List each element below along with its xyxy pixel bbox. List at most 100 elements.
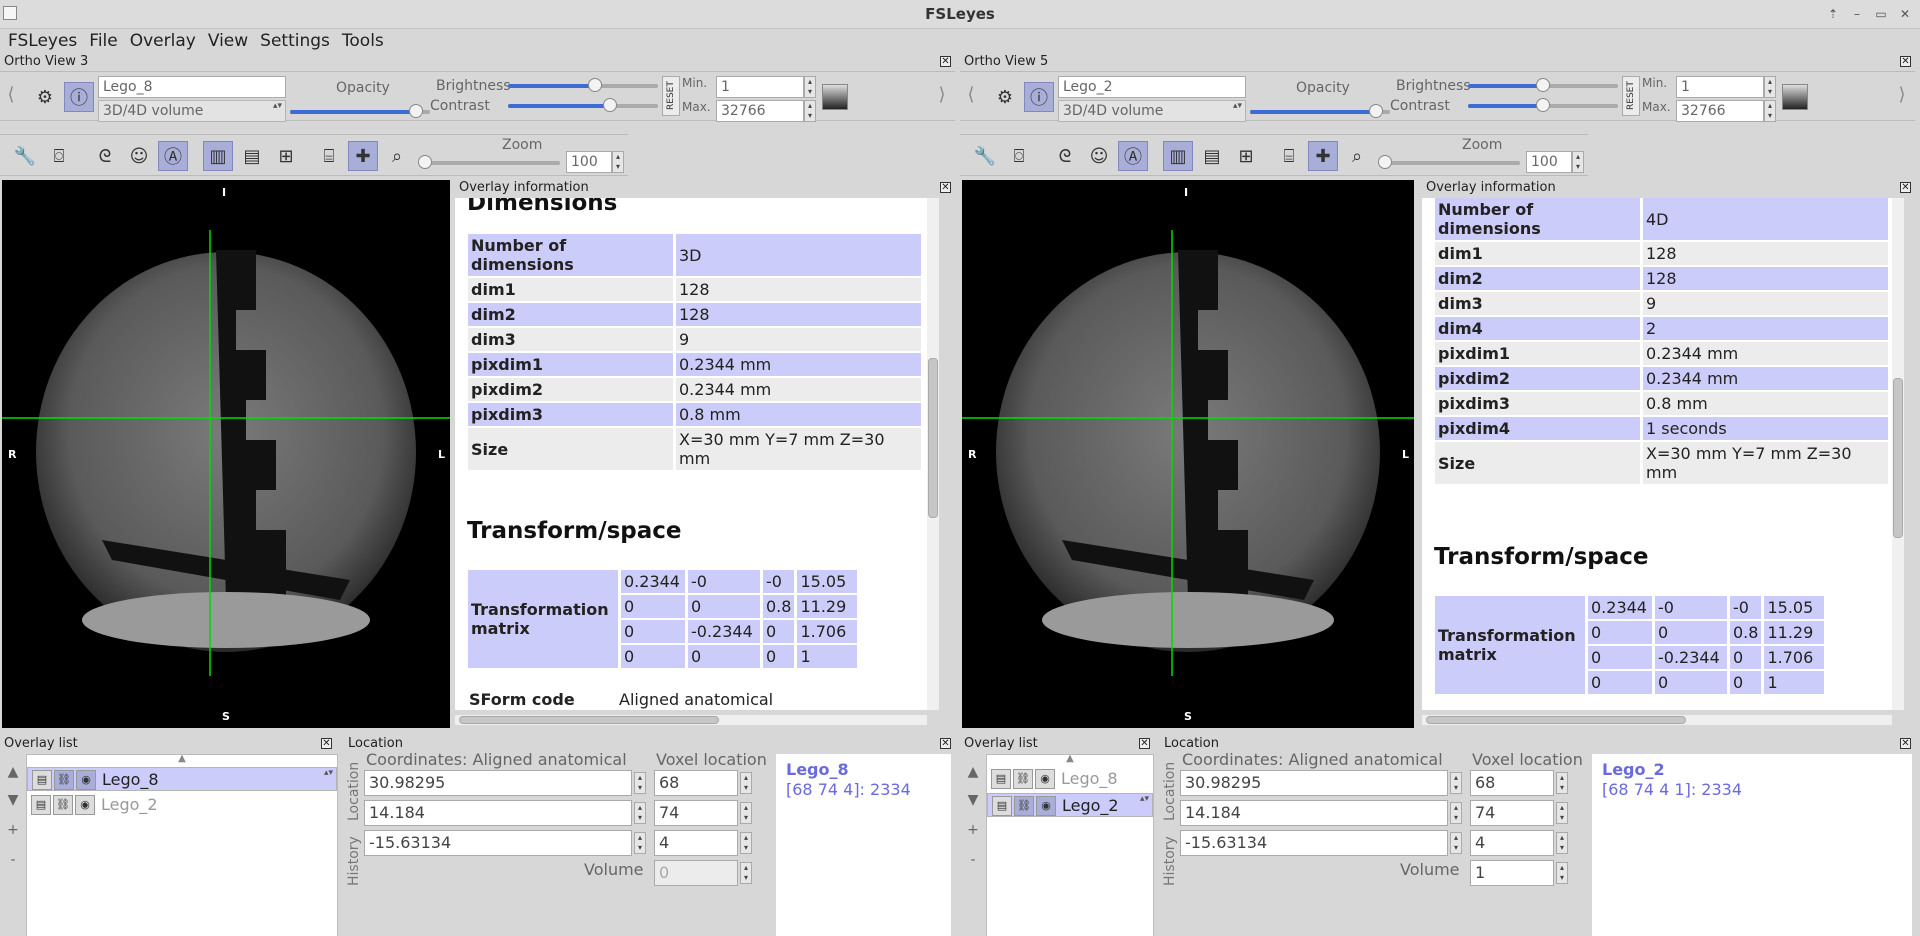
- tab-history[interactable]: History: [1162, 836, 1178, 886]
- max-input[interactable]: 32766: [1676, 100, 1764, 122]
- gear-icon[interactable]: ⚙: [996, 86, 1014, 108]
- layout-horizontal-icon[interactable]: ▥: [203, 141, 233, 171]
- min-spinner[interactable]: ▴ ▾: [804, 76, 816, 98]
- move-down-icon[interactable]: ▼: [967, 792, 979, 808]
- close-icon[interactable]: ✕: [1900, 56, 1911, 67]
- coordinate-spinner[interactable]: ▴ ▾: [634, 832, 646, 854]
- zoom-icon[interactable]: ⌕: [391, 145, 403, 167]
- volume-input[interactable]: 0: [654, 860, 738, 886]
- coordinate-input[interactable]: -15.63134: [1180, 830, 1448, 856]
- reset-button[interactable]: RESET: [1622, 76, 1640, 116]
- voxel-input[interactable]: 68: [1470, 770, 1554, 796]
- coordinate-spinner[interactable]: ▴ ▾: [1450, 772, 1462, 794]
- min-input[interactable]: 1: [716, 76, 804, 98]
- menu-file[interactable]: File: [89, 31, 118, 51]
- move-down-icon[interactable]: ▼: [7, 792, 19, 808]
- volume-input[interactable]: 1: [1470, 860, 1554, 886]
- coordinate-spinner[interactable]: ▴ ▾: [1450, 832, 1462, 854]
- layout-grid-icon[interactable]: ⊞: [1238, 145, 1254, 167]
- layout-horizontal-icon[interactable]: ▥: [1163, 141, 1193, 171]
- info-horizontal-scrollbar[interactable]: [1422, 715, 1892, 725]
- overlay-name-input[interactable]: Lego_2: [1058, 76, 1246, 98]
- close-icon[interactable]: ✕: [1899, 7, 1911, 21]
- eye-icon[interactable]: ◉: [76, 770, 96, 790]
- zoom-input[interactable]: 100: [1526, 151, 1572, 173]
- info-vertical-scrollbar[interactable]: [1892, 198, 1904, 710]
- brain-icon[interactable]: ᘓ: [1058, 145, 1072, 167]
- voxel-spinner[interactable]: ▴ ▾: [740, 832, 752, 854]
- min-input[interactable]: 1: [1676, 76, 1764, 98]
- coordinate-spinner[interactable]: ▴ ▾: [634, 802, 646, 824]
- contrast-slider[interactable]: [508, 98, 658, 112]
- voxel-spinner[interactable]: ▴ ▾: [740, 772, 752, 794]
- voxel-input[interactable]: 4: [1470, 830, 1554, 856]
- layout-vertical-icon[interactable]: ▤: [1203, 145, 1221, 167]
- overlay-name-input[interactable]: Lego_8: [98, 76, 286, 98]
- layout-vertical-icon[interactable]: ▤: [243, 145, 261, 167]
- close-icon[interactable]: ✕: [940, 182, 951, 193]
- overlay-list-item[interactable]: ▤ ⛓ ◉ Lego_2: [27, 793, 337, 817]
- remove-overlay-button[interactable]: -: [10, 852, 16, 868]
- opacity-slider[interactable]: [1250, 104, 1390, 118]
- min-spinner[interactable]: ▴ ▾: [1764, 76, 1776, 98]
- colormap-icon[interactable]: [1782, 84, 1808, 110]
- chevron-right-icon[interactable]: ⟩: [938, 84, 946, 105]
- reset-button[interactable]: RESET: [662, 76, 680, 116]
- voxel-spinner[interactable]: ▴ ▾: [1556, 802, 1568, 824]
- voxel-spinner[interactable]: ▴ ▾: [740, 802, 752, 824]
- voxel-input[interactable]: 68: [654, 770, 738, 796]
- overlay-list-item[interactable]: ▤ ⛓ ◉ Lego_2: [987, 793, 1153, 817]
- eye-icon[interactable]: ◉: [75, 795, 95, 815]
- face-icon[interactable]: ☺: [1089, 145, 1109, 167]
- zoom-spinner[interactable]: ▴ ▾: [1572, 151, 1584, 173]
- overlay-type-select[interactable]: 3D/4D volume: [1058, 100, 1246, 122]
- crosshair-icon[interactable]: ✚: [1308, 141, 1338, 171]
- gear-icon[interactable]: ⚙: [36, 86, 54, 108]
- scroll-up-icon[interactable]: ▲: [1066, 753, 1074, 764]
- menu-settings[interactable]: Settings: [260, 31, 330, 51]
- camera-icon[interactable]: ⌼: [1013, 145, 1025, 167]
- zoom-slider[interactable]: [418, 155, 560, 169]
- max-input[interactable]: 32766: [716, 100, 804, 122]
- save-icon[interactable]: ▤: [32, 770, 52, 790]
- zoom-icon[interactable]: ⌕: [1351, 145, 1363, 167]
- opacity-slider[interactable]: [290, 104, 430, 118]
- scroll-up-icon[interactable]: ▲: [178, 753, 186, 764]
- face-icon[interactable]: ☺: [129, 145, 149, 167]
- zoom-input[interactable]: 100: [566, 151, 612, 173]
- brain-icon[interactable]: ᘓ: [98, 145, 112, 167]
- chevron-right-icon[interactable]: ⟩: [1898, 84, 1906, 105]
- tab-location[interactable]: Location: [346, 761, 362, 821]
- coordinate-input[interactable]: 14.184: [364, 800, 632, 826]
- voxel-input[interactable]: 74: [654, 800, 738, 826]
- menu-view[interactable]: View: [207, 31, 249, 51]
- move-up-icon[interactable]: ▲: [7, 764, 19, 780]
- menu-tools[interactable]: Tools: [341, 31, 384, 51]
- coordinate-input[interactable]: 30.98295: [1180, 770, 1448, 796]
- movie-icon[interactable]: ⌸: [1283, 145, 1295, 167]
- close-icon[interactable]: ✕: [940, 738, 951, 749]
- voxel-input[interactable]: 4: [654, 830, 738, 856]
- menu-overlay[interactable]: Overlay: [129, 31, 196, 51]
- voxel-input[interactable]: 74: [1470, 800, 1554, 826]
- brightness-slider[interactable]: [508, 78, 658, 92]
- add-overlay-button[interactable]: +: [7, 822, 19, 838]
- ortho-canvas[interactable]: I S R L: [962, 180, 1414, 728]
- wrench-icon[interactable]: 🔧: [13, 145, 37, 167]
- coordinate-spinner[interactable]: ▴ ▾: [634, 772, 646, 794]
- ortho-canvas[interactable]: I S R L: [2, 180, 450, 728]
- restore-icon[interactable]: ⇡: [1827, 7, 1839, 21]
- coordinate-input[interactable]: -15.63134: [364, 830, 632, 856]
- link-icon[interactable]: ⛓: [1014, 796, 1034, 816]
- max-spinner[interactable]: ▴ ▾: [1764, 100, 1776, 122]
- colormap-icon[interactable]: [822, 84, 848, 110]
- contrast-slider[interactable]: [1468, 98, 1618, 112]
- anatomical-icon[interactable]: Ⓐ: [1118, 141, 1148, 171]
- minimize-icon[interactable]: –: [1854, 7, 1860, 21]
- close-icon[interactable]: ✕: [321, 738, 332, 749]
- save-icon[interactable]: ▤: [992, 796, 1012, 816]
- tab-location[interactable]: Location: [1162, 761, 1178, 821]
- coordinate-input[interactable]: 14.184: [1180, 800, 1448, 826]
- maximize-icon[interactable]: ▭: [1875, 7, 1887, 21]
- chevron-left-icon[interactable]: ⟨: [967, 84, 975, 105]
